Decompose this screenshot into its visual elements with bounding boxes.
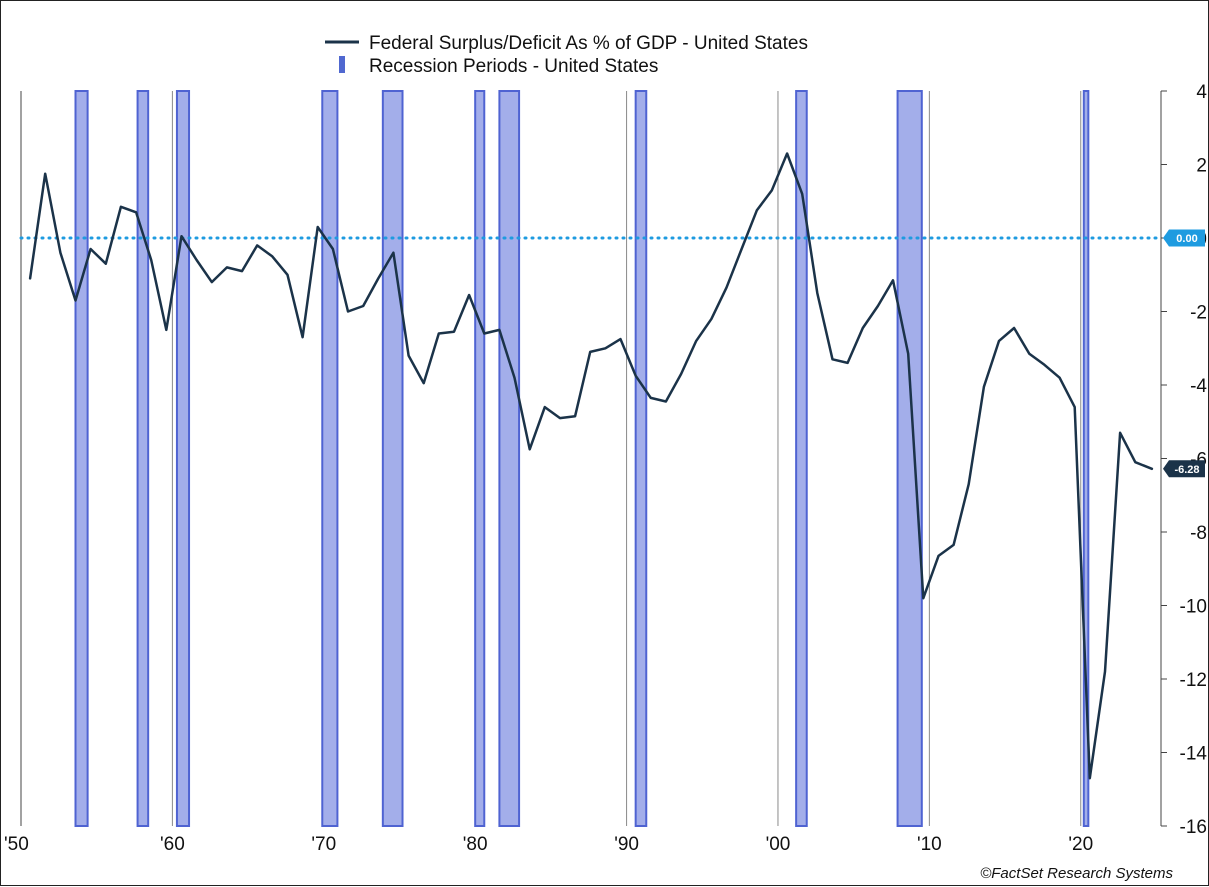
series-line-group [28,152,1154,780]
zero-badge-shape [1163,229,1205,247]
recession-band [474,90,486,827]
recession-band [1082,90,1090,827]
y-tick-label: -8 [1190,523,1207,544]
legend-bar-swatch [339,56,345,73]
recession-band [321,90,339,827]
x-tick-label: '20 [1068,834,1093,855]
recession-band [175,90,191,827]
plot-area [21,91,1161,826]
recession-band [634,90,648,827]
x-tick-label: '50 [4,834,29,855]
recession-bands [74,90,1090,827]
y-tick-label: -12 [1180,670,1207,691]
y-tick-label: -2 [1190,303,1207,324]
x-tick-label: '10 [917,834,942,855]
last-value-badge-shape [1163,460,1205,478]
y-tick-label: -14 [1180,744,1208,765]
last-value-badge-text: -6.28 [1174,464,1199,476]
recession-band [381,90,404,827]
x-tick-label: '60 [160,834,185,855]
y-tick-label: -16 [1180,817,1207,838]
recession-band [74,90,89,827]
x-tick-label: '70 [311,834,336,855]
y-tick-label: -4 [1190,376,1207,397]
zero-badge-text: 0.00 [1176,233,1197,245]
credit-text: ©FactSet Research Systems [980,865,1173,882]
y-tick-label: -10 [1180,597,1207,618]
recession-band [795,90,808,827]
x-tick-label: '00 [766,834,791,855]
legend: Federal Surplus/Deficit As % of GDP - Un… [325,33,808,77]
y-axis-ticks: 420-2-4-6-8-10-12-14-16 [1161,82,1207,838]
y-tick-label: 4 [1196,82,1207,103]
legend-label-deficit: Federal Surplus/Deficit As % of GDP - Un… [369,33,808,54]
recession-band [896,90,923,827]
y-tick-label: 2 [1196,156,1207,177]
value-badges: 0.00 -6.28 [1163,229,1205,478]
x-axis-ticks: '50 '60 '70 '80 '90 '00 '10 '20 [4,834,1093,855]
recession-band [498,90,521,827]
x-tick-label: '90 [614,834,639,855]
series-line-deficit [28,152,1154,780]
recession-band [136,90,150,827]
legend-label-recession: Recession Periods - United States [369,56,658,77]
x-tick-label: '80 [463,834,488,855]
